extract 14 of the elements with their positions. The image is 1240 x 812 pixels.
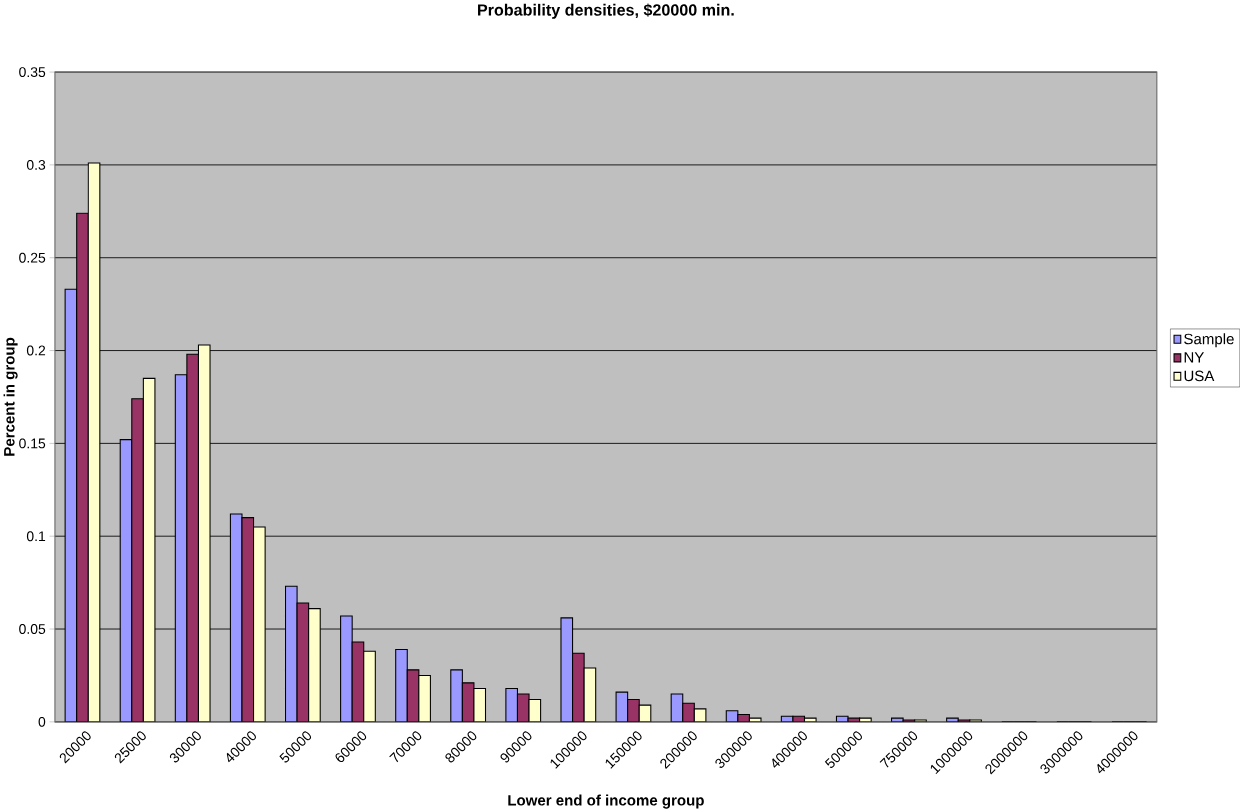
y-tick-label: 0.3: [26, 159, 46, 170]
x-axis-title: Lower end of income group: [508, 794, 704, 809]
y-tick-label: 0: [38, 716, 46, 727]
y-tick-label: 0.35: [19, 67, 46, 77]
y-tick-label: 0.15: [19, 438, 46, 449]
y-tick-label: 0.05: [19, 623, 46, 634]
legend-label: USA: [1184, 370, 1215, 382]
legend-label: NY: [1184, 352, 1204, 363]
y-tick-label: 0.25: [19, 252, 46, 263]
chart-title: Probability densities, $20000 min.: [478, 3, 734, 19]
y-tick-label: 0.1: [26, 531, 46, 542]
legend-label: Sample: [1184, 333, 1234, 348]
y-tick-label: 0.2: [26, 345, 46, 356]
y-axis-title: Percent in group: [3, 337, 18, 456]
